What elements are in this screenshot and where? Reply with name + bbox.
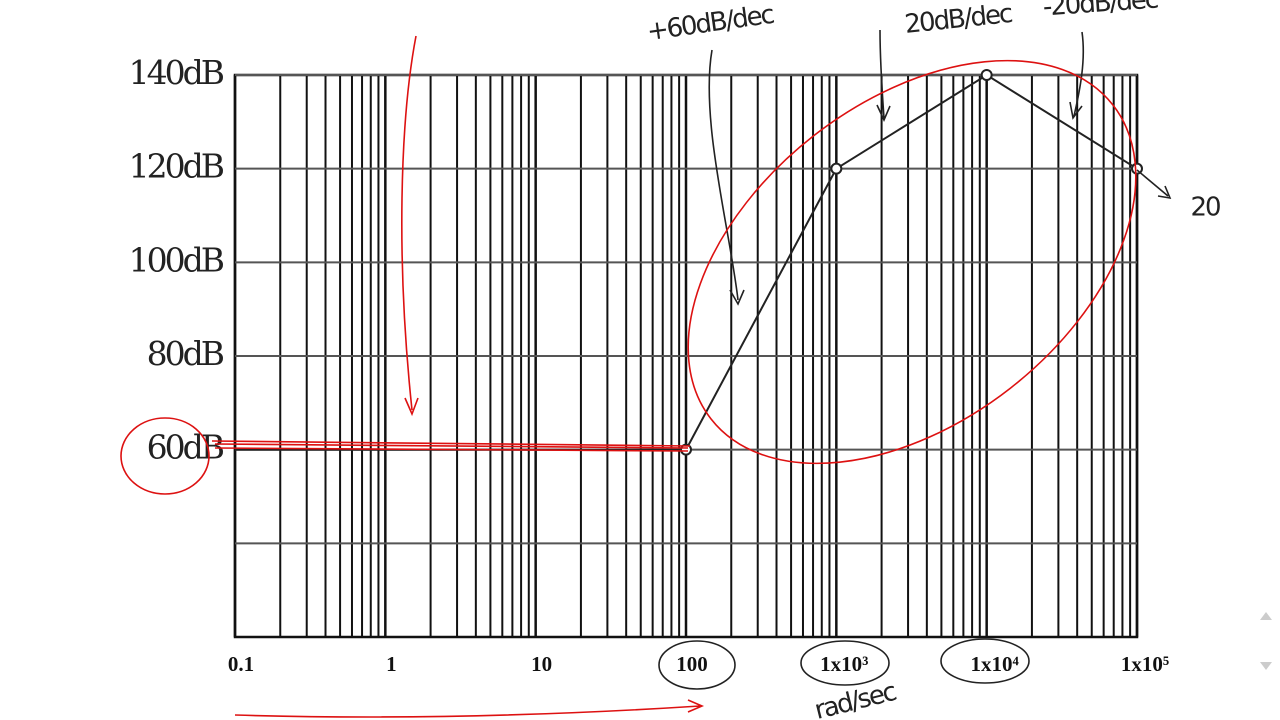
x-tick-label: 1x10⁵ bbox=[1121, 652, 1169, 676]
y-tick-label: 120dB bbox=[129, 147, 224, 186]
black-circle bbox=[940, 638, 1030, 684]
red-markup bbox=[120, 35, 1137, 718]
y-tick-label: 60dB bbox=[147, 428, 224, 467]
black-circle bbox=[800, 640, 890, 686]
red-line bbox=[211, 440, 691, 452]
arrow bbox=[876, 29, 891, 122]
labels: 0.1 1 10 100 1x10³ 1x10⁴ 1x10⁵ 60dB 80dB 100dB 120… bbox=[129, 0, 1222, 720]
annotation: 20 bbox=[1190, 193, 1220, 223]
x-tick-label: 1x10³ bbox=[820, 652, 868, 676]
y-tick-label: 80dB bbox=[147, 334, 224, 373]
red-arrow bbox=[234, 699, 705, 718]
y-tick-label: 140dB bbox=[129, 53, 224, 92]
x-tick-label: 10 bbox=[531, 652, 552, 676]
x-tick-label: 100 bbox=[676, 652, 708, 676]
arrow bbox=[1069, 31, 1085, 120]
data-point bbox=[830, 162, 843, 175]
black-arrows bbox=[708, 29, 1172, 306]
grid bbox=[233, 73, 1139, 639]
data-point bbox=[980, 69, 993, 81]
y-tick-label: 100dB bbox=[129, 240, 224, 279]
black-circle bbox=[658, 640, 736, 690]
arrow bbox=[1136, 169, 1172, 200]
x-tick-label: 0.1 bbox=[228, 652, 254, 676]
red-ellipse bbox=[687, 59, 1137, 465]
red-arrow bbox=[401, 35, 419, 417]
x-tick-label: 1x10⁴ bbox=[971, 652, 1020, 676]
x-tick-label: 1 bbox=[386, 652, 397, 676]
red-circle bbox=[120, 417, 210, 495]
arrow bbox=[708, 49, 745, 306]
